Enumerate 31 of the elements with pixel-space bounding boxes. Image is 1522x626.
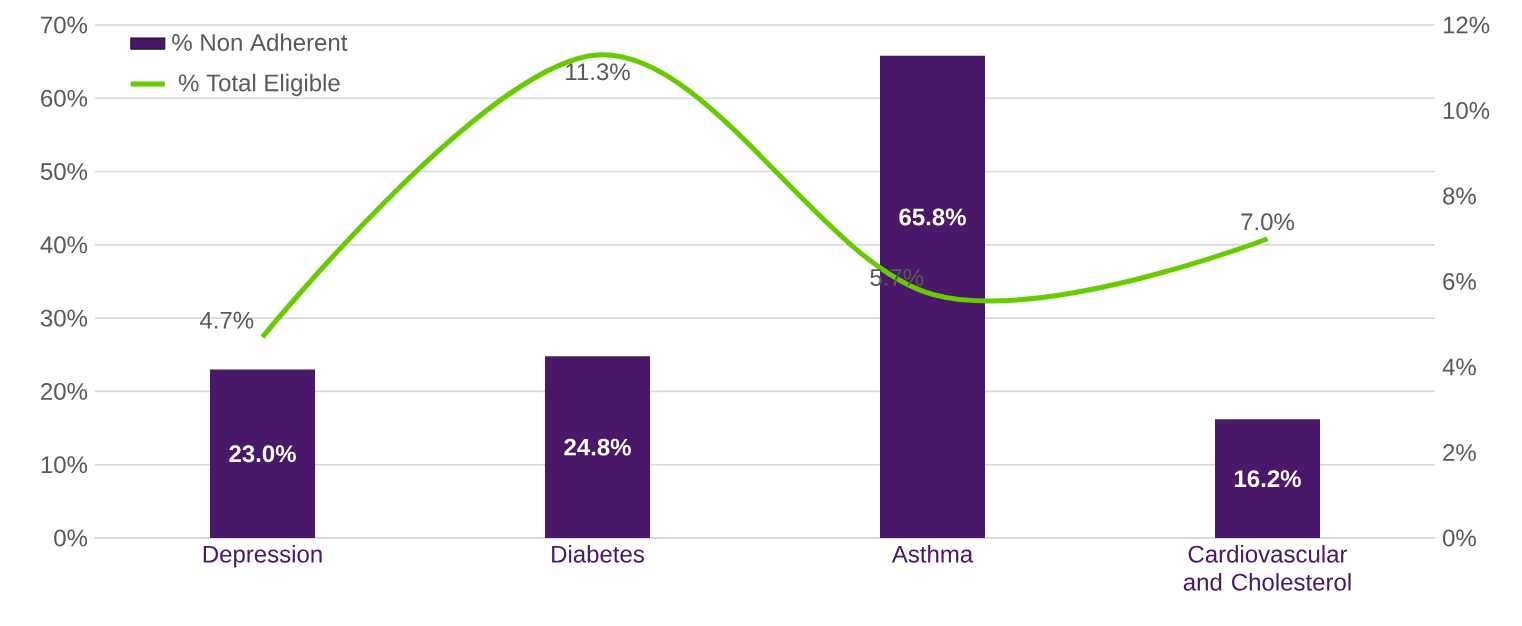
bar xyxy=(545,356,651,538)
x-tick-label: Diabetes xyxy=(552,545,644,563)
y-tick-label: 40% xyxy=(40,236,88,254)
y-tick-label: 30% xyxy=(40,309,88,327)
data-label: 11.3% xyxy=(566,63,630,81)
legend-label: % Total Eligible xyxy=(178,73,340,97)
y-tick-label: 0% xyxy=(54,529,88,547)
y2-tick-label: 12% xyxy=(1443,16,1490,34)
y2-tick-label: 10% xyxy=(1443,102,1490,119)
y-tick-label: 10% xyxy=(41,456,88,474)
data-label: 7.0% xyxy=(1241,213,1294,231)
data-label: 65.8% xyxy=(899,208,966,226)
data-label: 4.7% xyxy=(199,311,254,329)
x-tick-label: Asthma xyxy=(891,545,974,563)
data-label: 23.0% xyxy=(229,445,296,463)
y-tick-label: 70% xyxy=(41,16,88,34)
y2-tick-label: 2% xyxy=(1443,444,1476,461)
y-tick-label: 60% xyxy=(41,89,88,107)
y2-tick-label: 4% xyxy=(1442,358,1476,376)
bar xyxy=(1214,419,1320,538)
data-label: 24.8% xyxy=(564,438,631,456)
y-tick-label: 50% xyxy=(40,163,88,181)
x-tick-label: Cardiovascular and Cholesterol xyxy=(1183,545,1351,591)
bar xyxy=(210,369,316,538)
x-tick-label: Depression xyxy=(203,545,322,568)
y2-tick-label: 0% xyxy=(1443,529,1476,547)
y2-tick-label: 6% xyxy=(1443,273,1476,290)
legend-label: % Non Adherent xyxy=(172,33,348,51)
data-label: 16.2% xyxy=(1234,470,1301,488)
y-tick-label: 20% xyxy=(41,382,88,400)
y2-tick-label: 8% xyxy=(1443,187,1476,205)
